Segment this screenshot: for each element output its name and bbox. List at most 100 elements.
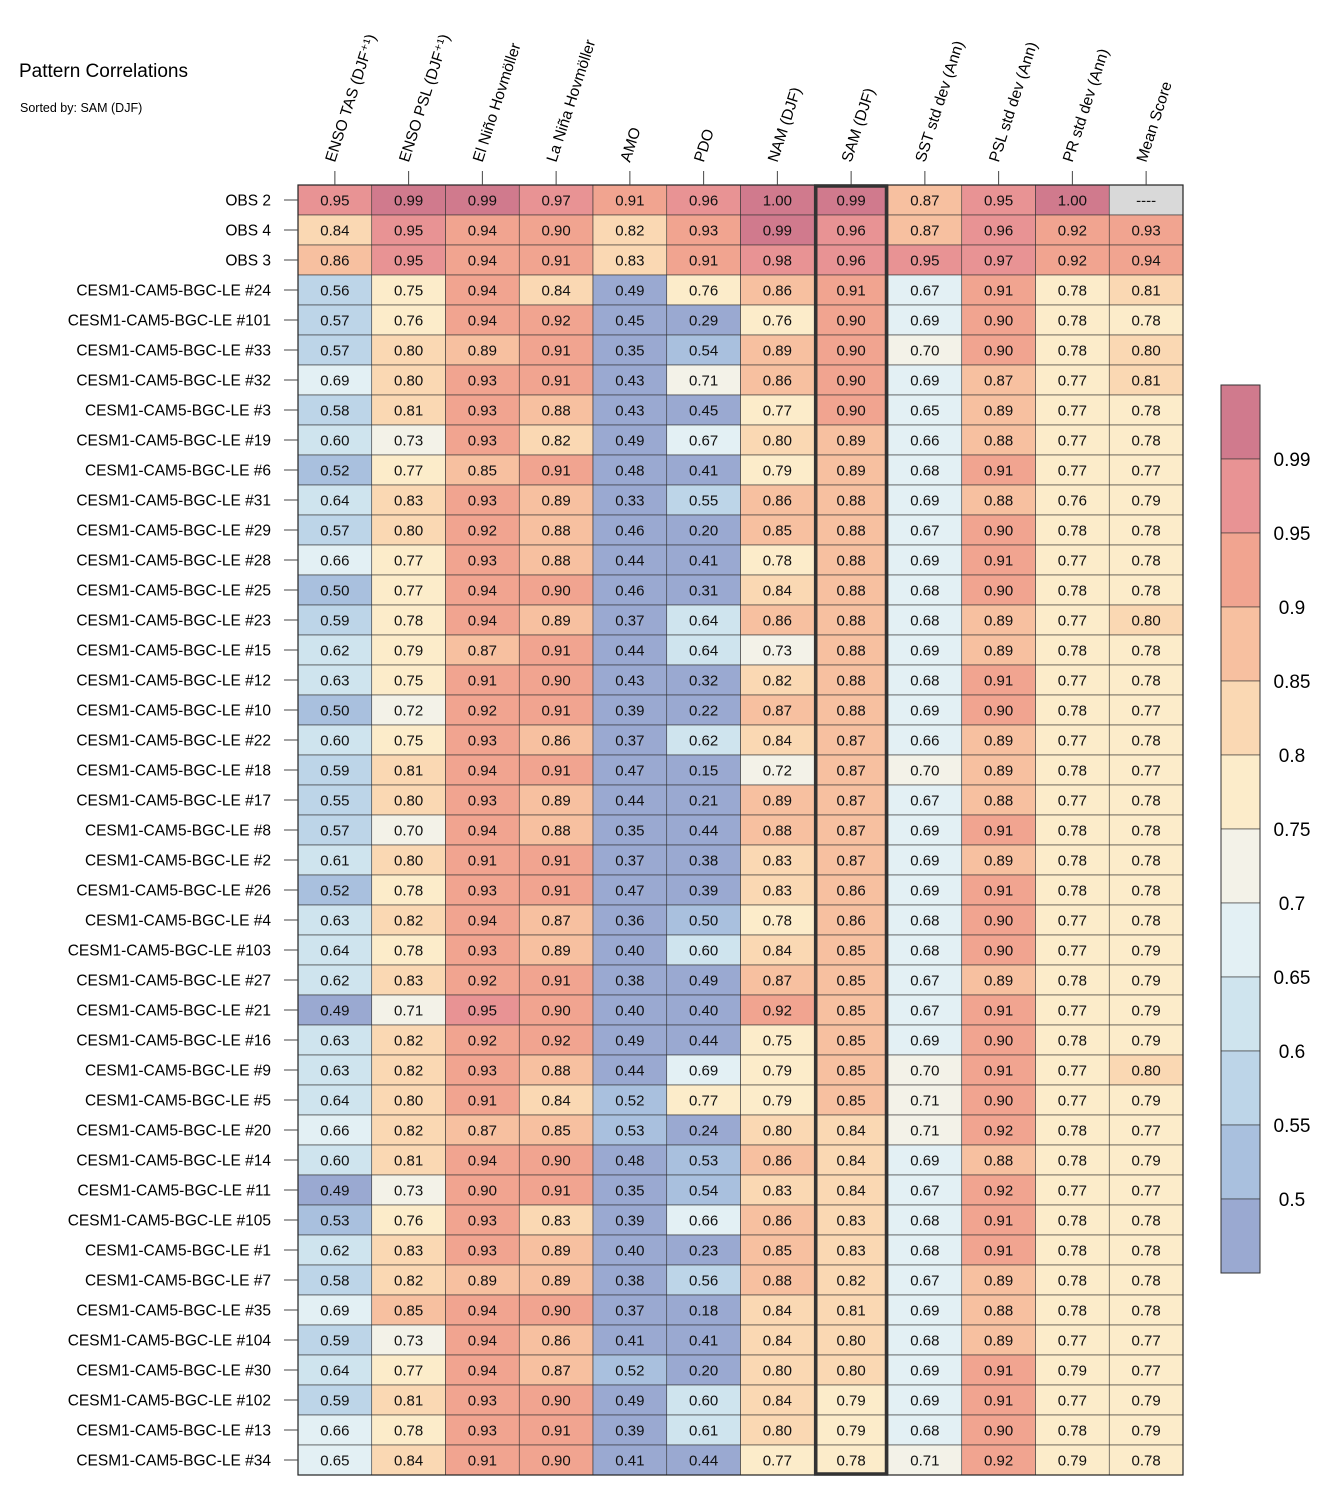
heatmap-cell [740,1444,815,1476]
cell-value: 0.64 [320,1363,349,1380]
heatmap-cell [813,1144,889,1176]
heatmap-cell [740,544,815,576]
heatmap-cell [813,1324,889,1356]
cell-value: 0.91 [542,883,571,900]
heatmap-cell [592,1294,668,1326]
cell-value: 0.78 [1058,883,1087,900]
heatmap-cell [297,514,373,546]
heatmap-cell [740,904,815,936]
cell-value: 0.49 [615,1033,644,1050]
heatmap-cell [297,1384,373,1416]
cell-value: 0.86 [763,613,792,630]
cell-value: 0.44 [689,823,718,840]
cell-value: 0.81 [394,1153,423,1170]
cell-value: 0.54 [689,343,718,360]
heatmap-cell [740,634,815,666]
cell-value: 0.90 [837,373,866,390]
cell-value: 0.95 [320,193,349,210]
heatmap-cell [592,934,668,966]
heatmap-cell [813,454,889,486]
cell-value: 0.38 [615,1273,644,1290]
heatmap-cell [1035,724,1110,756]
cell-value: 0.77 [1132,703,1161,720]
row-label: CESM1-CAM5-BGC-LE #25 [76,583,271,600]
cell-value: 0.69 [320,1303,349,1320]
heatmap-cell [961,724,1036,756]
heatmap-cell [1035,904,1110,936]
heatmap-cell [740,214,815,246]
colorbar-bin [1220,1124,1261,1200]
cell-value: 0.92 [542,1033,571,1050]
cell-value: 0.89 [984,1273,1013,1290]
cell-value: 0.91 [984,823,1013,840]
cell-value: 0.78 [1132,883,1161,900]
heatmap-cell [1108,604,1184,636]
row-label: CESM1-CAM5-BGC-LE #31 [76,493,271,510]
cell-value: 0.89 [984,853,1013,870]
heatmap-cell [445,634,520,666]
heatmap-cell [666,1354,741,1386]
colorbar-bin [1220,902,1261,978]
cell-value: 0.83 [763,883,792,900]
cell-value: 0.77 [1058,1003,1087,1020]
cell-value: 0.77 [1132,763,1161,780]
heatmap-cell [666,1024,741,1056]
cell-value: 0.78 [1132,313,1161,330]
cell-value: 0.95 [394,223,423,240]
cell-value: 0.78 [1132,523,1161,540]
heatmap-cell [740,574,815,606]
heatmap-cell [1035,394,1110,426]
heatmap-cell [592,454,668,486]
cell-value: 0.44 [615,793,644,810]
heatmap-cell [592,334,668,366]
colorbar-bin [1220,680,1261,756]
cell-value: 0.77 [1058,463,1087,480]
cell-value: 0.91 [984,1063,1013,1080]
cell-value: 0.81 [1132,283,1161,300]
cell-value: 0.39 [615,1213,644,1230]
heatmap-cell [371,844,446,876]
cell-value: 0.76 [394,313,423,330]
cell-value: 0.32 [689,673,718,690]
cell-value: 0.79 [1132,1093,1161,1110]
cell-value: 0.91 [542,253,571,270]
heatmap-cell [518,1054,594,1086]
column-label: NAM (DJF) [765,85,805,164]
cell-value: 0.37 [615,733,644,750]
cell-value: 0.38 [615,973,644,990]
colorbar-tick-label: 0.8 [1279,746,1305,767]
heatmap-cell [518,1414,594,1446]
cell-value: 0.68 [910,1243,939,1260]
heatmap-cell [813,514,889,546]
heatmap-cell [813,604,889,636]
heatmap-cell [518,1444,594,1476]
row-label: CESM1-CAM5-BGC-LE #17 [76,793,271,810]
cell-value: 0.78 [1132,553,1161,570]
cell-value: 0.82 [394,913,423,930]
cell-value: 0.78 [1132,1303,1161,1320]
heatmap-cell [961,1024,1036,1056]
heatmap-cell [740,1144,815,1176]
heatmap-cell [961,754,1036,786]
row-label: CESM1-CAM5-BGC-LE #16 [76,1033,271,1050]
heatmap-cell [740,1414,815,1446]
cell-value: 0.86 [320,253,349,270]
cell-value: 0.64 [320,1093,349,1110]
heatmap-cell [592,754,668,786]
cell-value: 0.91 [542,853,571,870]
row-label: CESM1-CAM5-BGC-LE #104 [68,1333,272,1350]
heatmap-cell [371,664,446,696]
cell-value: 0.67 [910,523,939,540]
heatmap-cell [1108,634,1184,666]
cell-value: 0.40 [615,943,644,960]
cell-value: 0.94 [468,913,497,930]
heatmap-cell [518,634,594,666]
cell-value: 0.39 [689,883,718,900]
cell-value: 0.87 [837,793,866,810]
heatmap-cell [371,1264,446,1296]
cell-value: 0.90 [837,343,866,360]
heatmap-cell [740,334,815,366]
cell-value: 0.92 [763,1003,792,1020]
cell-value: 0.93 [468,1243,497,1260]
cell-value: 0.89 [468,343,497,360]
